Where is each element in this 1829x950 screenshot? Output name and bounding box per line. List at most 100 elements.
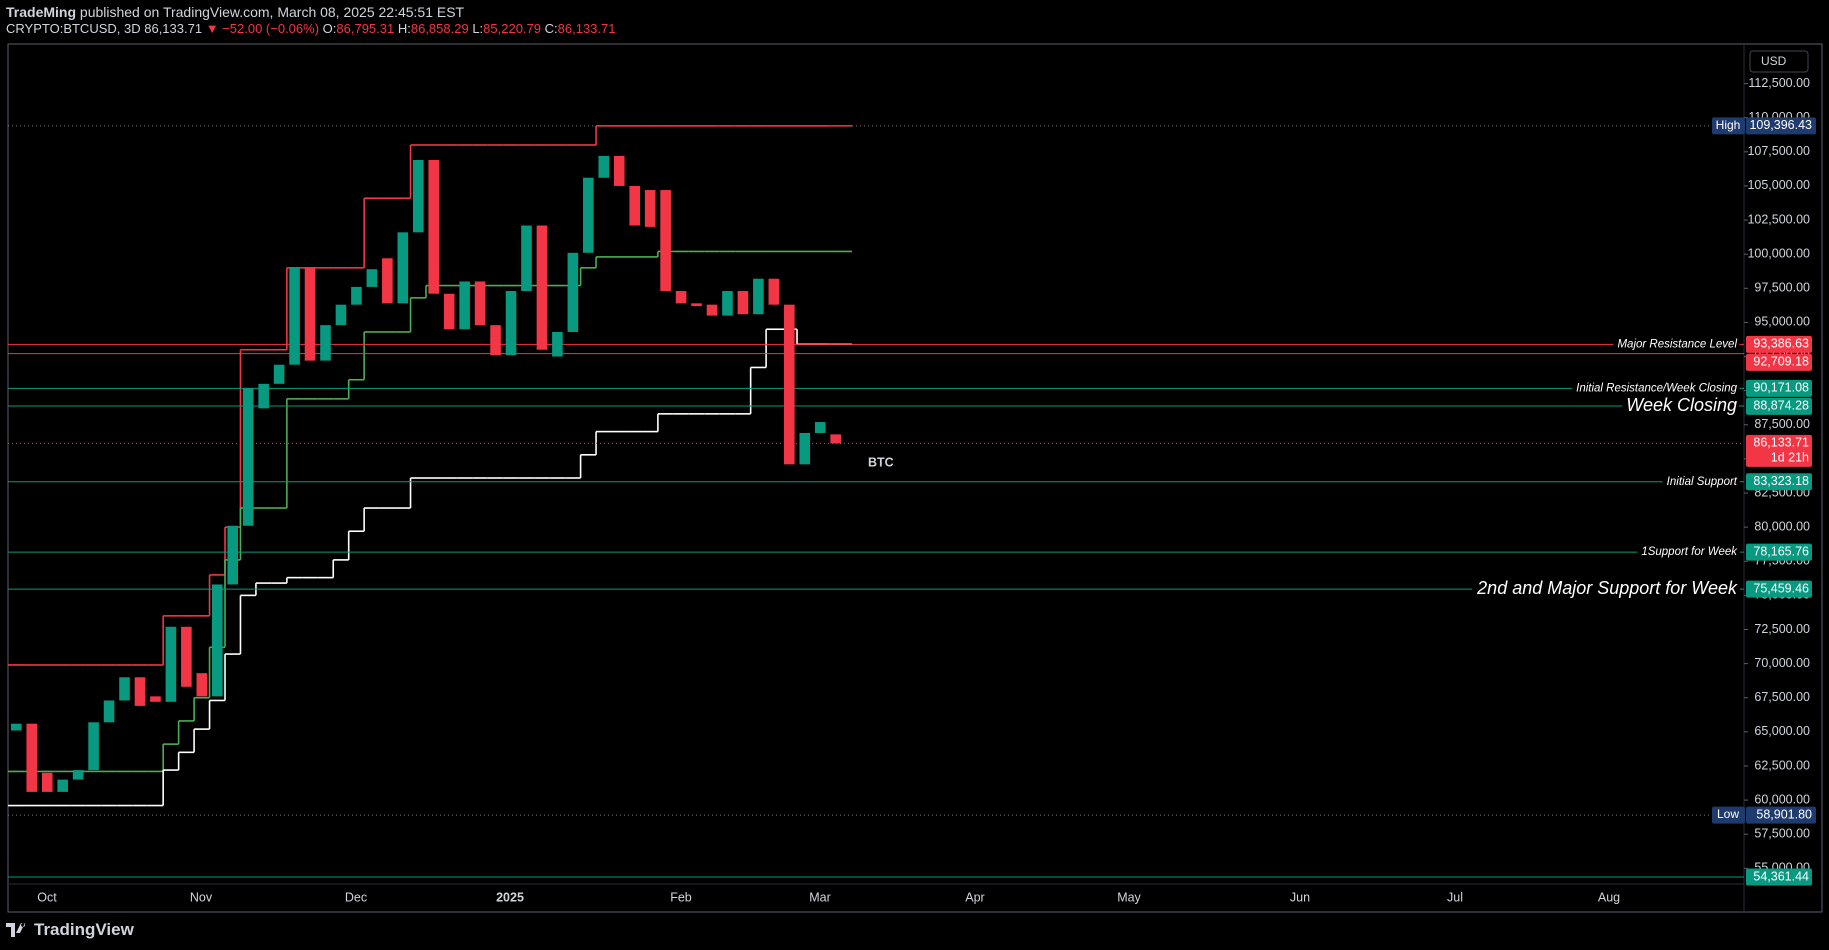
candle-body [181,626,192,687]
price-box-label: 75,459.46 [1753,581,1809,595]
candle-body [335,304,347,326]
candle-body [722,291,733,316]
x-tick-label: Dec [345,890,367,904]
candle-body [72,770,84,780]
y-tick-label: 100,000.00 [1747,246,1810,260]
price-box [1746,580,1812,598]
candle-body [490,325,501,356]
high-box-label: 109,396.43 [1749,118,1812,132]
candle-body [196,673,208,697]
candle-body [397,232,409,304]
y-tick-label: 102,500.00 [1747,212,1810,226]
high-box [1746,117,1816,135]
candle-body [88,722,99,771]
level-label-bg [1662,475,1740,488]
candle-body [706,304,718,316]
level-label: Initial Resistance/Week Closing [1576,382,1737,394]
currency-button[interactable] [1749,50,1809,73]
x-tick-label: Aug [1598,890,1620,904]
candle-body [753,278,764,315]
candle-body [799,432,811,465]
candle-body [443,293,455,330]
price-box-label: 86,133.71 [1753,436,1809,450]
price-box-label: 90,171.08 [1753,381,1809,395]
ohlc-value: 86,133.71 [557,21,616,36]
y-tick-label: 87,500.00 [1754,417,1810,431]
low-tag [1712,806,1745,824]
candle-body [768,278,780,305]
high-tag-label: High [1716,118,1741,132]
x-tick-label: Feb [670,890,692,904]
logo [6,923,26,937]
annotation: BTC [868,455,894,469]
candle-body [521,225,532,292]
price-box [1746,379,1812,397]
candle-body [26,723,38,792]
candle-body [134,677,146,706]
y-tick-label: 60,000.00 [1754,792,1810,806]
candle-body [227,525,239,585]
ohlc-label: O: [322,21,337,36]
x-tick-label: Jun [1290,890,1310,904]
level-label-bg [1622,394,1739,415]
ohlc-value: 86,795.31 [336,21,395,36]
low-box-label: 58,901.80 [1756,807,1812,821]
candle-body [165,626,177,702]
candle-body [459,281,470,330]
price-box-label: 54,361.44 [1753,869,1809,883]
candle-body [784,304,795,465]
level-label-bg [1637,546,1741,559]
price-box [1746,473,1812,491]
ohlc-value: 85,220.79 [483,21,542,36]
price-box [1746,397,1812,415]
brand[interactable]: TradingView [34,920,134,939]
x-tick-label: 2025 [496,890,524,904]
y-tick-label: 80,000.00 [1754,519,1810,533]
candle-body [536,225,548,350]
chart-frame [7,43,1823,913]
candle-body [304,267,316,361]
high-tag [1712,117,1745,135]
x-tick-label: Mar [809,890,831,904]
candle-body [644,190,656,227]
candle-body [382,258,393,304]
price-box-label: 93,386.63 [1753,337,1809,351]
candle-body [103,700,115,723]
candle-body [598,155,610,178]
y-tick-label: 62,500.00 [1754,758,1810,772]
x-tick-label: Nov [190,890,213,904]
candle-body [242,387,254,526]
candle-body [320,325,331,361]
candle-body [211,584,223,697]
candle-body [675,291,687,304]
candle-body [567,252,579,332]
footer: TradingView [6,920,134,940]
candle-body [474,281,486,326]
y-tick-label: 67,500.00 [1754,690,1810,704]
y-tick-label: 72,500.00 [1754,622,1810,636]
price-box-label: 78,165.76 [1753,544,1809,558]
low-box [1746,806,1816,824]
price-box-label: 92,709.18 [1753,355,1809,369]
price-box [1746,434,1812,467]
candle-body [830,434,841,444]
publisher[interactable]: TradeMing [6,4,77,20]
ohlc-label: C: [544,21,558,36]
candle-body [613,155,625,186]
candle-body [505,291,517,356]
y-tick-label: 95,000.00 [1754,315,1810,329]
candle-body [351,286,362,305]
price-box [1746,335,1812,353]
candle-body [150,696,161,702]
x-tick-label: Apr [965,890,984,904]
candle-body [57,779,68,792]
y-tick-label: 57,500.00 [1754,827,1810,841]
level-label: 1Support for Week [1641,546,1738,558]
y-tick-label: 112,500.00 [1748,76,1810,90]
x-tick-label: May [1117,890,1141,904]
candle-body [119,677,130,701]
symbol: CRYPTO:BTCUSD, 3D [6,21,141,36]
candle-body [552,331,563,357]
